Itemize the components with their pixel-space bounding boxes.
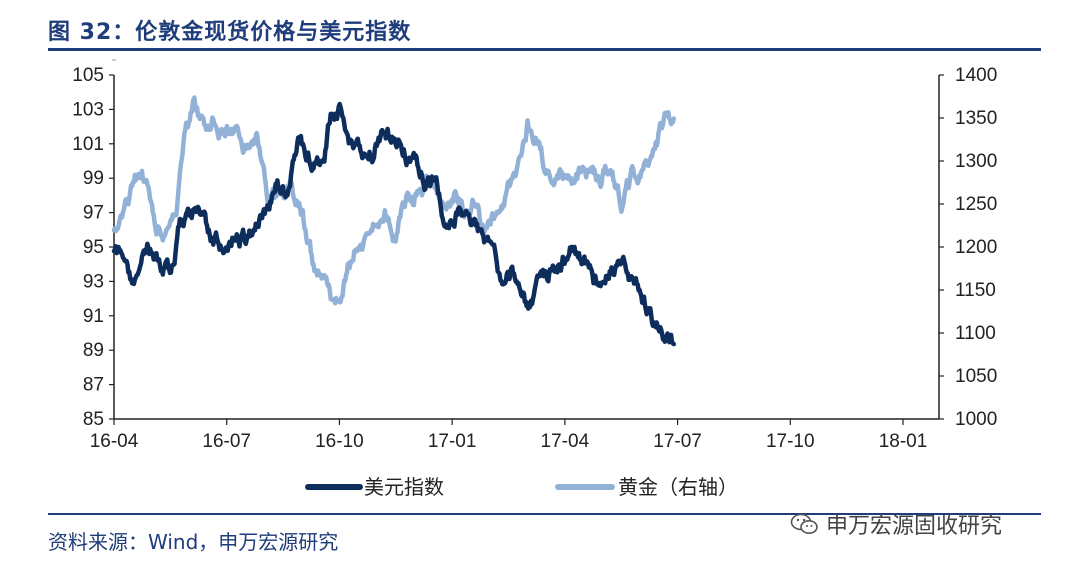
source-note: 资料来源：Wind，申万宏源研究 [48, 530, 339, 554]
chart-area: 85 87 89 91 93 95 97 99 101 103 105 1000 1050 1100 115… [72, 59, 997, 499]
left-tick-label: 103 [72, 99, 104, 120]
right-tick-label: 1250 [955, 194, 997, 215]
x-tick-label: 17-04 [541, 431, 590, 452]
left-tick-label: 85 [83, 409, 104, 430]
right-tick-label: 1100 [955, 323, 996, 344]
title-rule [48, 48, 1041, 51]
right-tick-label: 1350 [955, 108, 997, 129]
watermark: 申万宏源固收研究 [790, 508, 1002, 540]
left-tick-label: 105 [72, 65, 104, 86]
x-tick-label: 16-04 [90, 431, 139, 452]
x-tick-label: 16-07 [202, 431, 251, 452]
left-tick-label: 87 [83, 375, 104, 396]
x-tick-label: 17-10 [766, 431, 815, 452]
watermark-text: 申万宏源固收研究 [826, 514, 1003, 539]
right-tick-label: 1200 [955, 237, 997, 258]
left-tick-label: 91 [83, 306, 104, 327]
left-tick-label: 101 [72, 134, 104, 155]
x-tick-label: 17-01 [428, 431, 477, 452]
left-tick-label: 95 [83, 237, 104, 258]
left-tick-label: 99 [83, 168, 104, 189]
x-tick-label: 17-07 [653, 431, 702, 452]
footer-rule [48, 513, 1041, 515]
right-tick-label: 1300 [955, 151, 997, 172]
x-tick-label: 16-10 [315, 431, 364, 452]
legend-label-gold: 黄金（右轴） [618, 475, 738, 499]
chart-title: 图 32：伦敦金现货价格与美元指数 [48, 20, 412, 45]
wechat-icon [790, 513, 818, 534]
gold-price-line [111, 95, 677, 306]
right-tick-label: 1050 [955, 366, 997, 387]
right-tick-label: 1400 [955, 65, 997, 86]
right-tick-label: 1150 [955, 280, 996, 301]
left-tick-label: 89 [83, 340, 104, 361]
x-tick-label: 18-01 [879, 431, 928, 452]
left-tick-label: 93 [83, 271, 104, 292]
right-tick-label: 1000 [955, 409, 997, 430]
usd-index-line [111, 101, 677, 347]
legend-label-usd: 美元指数 [364, 475, 444, 499]
left-tick-label: 97 [83, 203, 104, 224]
